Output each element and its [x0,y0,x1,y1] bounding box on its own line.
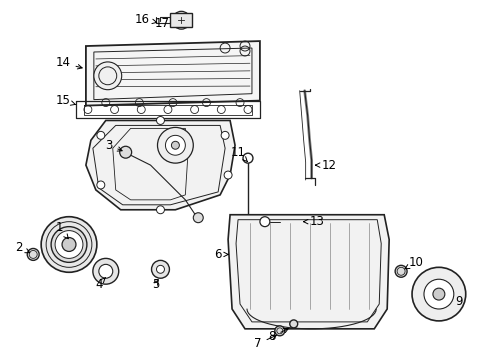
Circle shape [274,326,284,336]
Circle shape [156,206,164,214]
Circle shape [423,279,453,309]
Text: 7: 7 [254,335,276,350]
Polygon shape [227,215,388,329]
Circle shape [157,127,193,163]
Text: 3: 3 [105,139,122,152]
Circle shape [289,320,297,328]
Circle shape [97,181,104,189]
Polygon shape [86,121,235,210]
Circle shape [411,267,465,321]
Circle shape [27,248,39,260]
Text: 2: 2 [16,241,30,254]
Circle shape [394,265,406,277]
Circle shape [243,153,252,163]
Text: 17: 17 [155,17,176,30]
Circle shape [260,217,269,227]
Circle shape [62,238,76,251]
Bar [170,13,192,27]
Text: 8: 8 [267,329,288,343]
Text: 16: 16 [135,13,156,26]
Circle shape [224,171,232,179]
Circle shape [55,231,83,258]
Circle shape [97,131,104,139]
Circle shape [99,264,113,278]
Circle shape [93,258,119,284]
Text: 6: 6 [214,248,228,261]
Text: 1: 1 [55,221,68,239]
Circle shape [151,260,169,278]
Text: 14: 14 [56,57,82,69]
Circle shape [432,288,444,300]
Circle shape [41,217,97,272]
Circle shape [51,227,87,262]
Circle shape [193,213,203,223]
Circle shape [156,265,164,273]
Circle shape [165,135,185,155]
Text: 11: 11 [230,146,247,162]
Text: 15: 15 [56,94,76,107]
Text: 5: 5 [151,278,159,291]
Text: 9: 9 [454,294,462,307]
Circle shape [221,131,228,139]
Text: 10: 10 [404,256,423,269]
Circle shape [171,141,179,149]
Text: 4: 4 [95,278,105,291]
Circle shape [172,11,190,29]
Text: 12: 12 [315,159,336,172]
Polygon shape [86,41,260,105]
Circle shape [120,146,131,158]
Circle shape [156,117,164,125]
Circle shape [94,62,122,90]
Text: 13: 13 [303,215,325,228]
